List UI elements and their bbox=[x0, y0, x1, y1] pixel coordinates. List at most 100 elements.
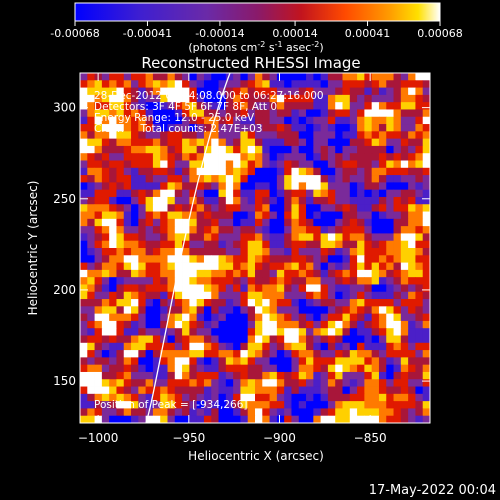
heatmap-cell bbox=[116, 350, 125, 358]
heatmap-cell bbox=[291, 328, 300, 336]
heatmap-cell bbox=[378, 313, 387, 322]
heatmap-cell bbox=[87, 320, 95, 329]
heatmap-cell bbox=[327, 291, 336, 300]
heatmap-cell bbox=[80, 415, 88, 423]
heatmap-cell bbox=[145, 269, 154, 278]
heatmap-cell bbox=[400, 371, 409, 380]
heatmap-cell bbox=[357, 328, 365, 336]
heatmap-cell bbox=[313, 269, 322, 278]
heatmap-cell bbox=[262, 153, 270, 161]
heatmap-cell bbox=[116, 131, 125, 140]
heatmap-cell bbox=[378, 160, 387, 169]
heatmap-cell bbox=[327, 393, 336, 402]
heatmap-cell bbox=[182, 408, 190, 417]
heatmap-cell bbox=[233, 87, 241, 96]
heatmap-cell bbox=[422, 167, 430, 176]
heatmap-cell bbox=[255, 138, 263, 147]
heatmap-cell bbox=[94, 350, 103, 358]
heatmap-cell bbox=[415, 131, 424, 140]
heatmap-cell bbox=[393, 328, 402, 336]
heatmap-cell bbox=[87, 153, 95, 161]
heatmap-cell bbox=[247, 408, 256, 417]
heatmap-cell bbox=[269, 196, 278, 205]
heatmap-cell bbox=[262, 284, 270, 293]
heatmap-cell bbox=[109, 386, 117, 395]
heatmap-cell bbox=[327, 109, 336, 118]
heatmap-cell bbox=[284, 226, 292, 234]
heatmap-cell bbox=[393, 189, 402, 198]
heatmap-cell bbox=[408, 73, 416, 81]
heatmap-cell bbox=[174, 386, 183, 395]
heatmap-cell bbox=[182, 357, 190, 366]
heatmap-cell bbox=[247, 335, 256, 344]
heatmap-cell bbox=[174, 291, 183, 300]
heatmap-cell bbox=[225, 124, 234, 132]
heatmap-cell bbox=[218, 109, 227, 118]
heatmap-cell bbox=[87, 80, 95, 88]
heatmap-cell bbox=[240, 87, 249, 96]
heatmap-cell bbox=[313, 175, 322, 183]
heatmap-cell bbox=[371, 189, 380, 198]
heatmap-cell bbox=[364, 153, 373, 161]
heatmap-cell bbox=[138, 342, 147, 351]
heatmap-cell bbox=[131, 393, 139, 402]
heatmap-cell bbox=[109, 364, 117, 373]
heatmap-cell bbox=[342, 364, 351, 373]
heatmap-cell bbox=[218, 371, 227, 380]
heatmap-cell bbox=[415, 175, 424, 183]
heatmap-cell bbox=[327, 73, 336, 81]
heatmap-cell bbox=[378, 415, 387, 423]
heatmap-cell bbox=[262, 102, 270, 110]
heatmap-cell bbox=[218, 87, 227, 96]
heatmap-cell bbox=[393, 371, 402, 380]
heatmap-cell bbox=[240, 124, 249, 132]
heatmap-cell bbox=[189, 408, 198, 417]
heatmap-cell bbox=[247, 277, 256, 285]
heatmap-cell bbox=[203, 80, 212, 88]
heatmap-cell bbox=[269, 269, 278, 278]
heatmap-cell bbox=[284, 269, 292, 278]
heatmap-cell bbox=[218, 386, 227, 395]
heatmap-cell bbox=[400, 277, 409, 285]
heatmap-cell bbox=[160, 415, 168, 423]
heatmap-cell bbox=[371, 218, 380, 227]
heatmap-cell bbox=[196, 94, 205, 103]
heatmap-cell bbox=[152, 226, 161, 234]
heatmap-cell bbox=[131, 153, 139, 161]
heatmap-cell bbox=[364, 240, 373, 249]
heatmap-cell bbox=[327, 182, 336, 191]
heatmap-cell bbox=[211, 320, 219, 329]
heatmap-cell bbox=[174, 153, 183, 161]
heatmap-cell bbox=[378, 109, 387, 118]
heatmap-cell bbox=[255, 153, 263, 161]
heatmap-cell bbox=[131, 306, 139, 315]
heatmap-cell bbox=[240, 145, 249, 154]
heatmap-cell bbox=[94, 204, 103, 212]
heatmap-cell bbox=[240, 211, 249, 220]
heatmap-cell bbox=[196, 350, 205, 358]
heatmap-cell bbox=[182, 371, 190, 380]
heatmap-cell bbox=[393, 116, 402, 125]
heatmap-cell bbox=[262, 87, 270, 96]
heatmap-cell bbox=[160, 124, 168, 132]
heatmap-cell bbox=[335, 240, 343, 249]
heatmap-cell bbox=[408, 401, 416, 409]
heatmap-cell bbox=[284, 240, 292, 249]
heatmap-cell bbox=[203, 408, 212, 417]
heatmap-cell bbox=[378, 240, 387, 249]
heatmap-cell bbox=[174, 87, 183, 96]
heatmap-cell bbox=[87, 306, 95, 315]
heatmap-cell bbox=[284, 342, 292, 351]
heatmap-cell bbox=[386, 131, 394, 140]
heatmap-cell bbox=[357, 80, 365, 88]
heatmap-cell bbox=[335, 218, 343, 227]
heatmap-cell bbox=[386, 255, 394, 263]
heatmap-cell bbox=[342, 131, 351, 140]
heatmap-cell bbox=[87, 269, 95, 278]
heatmap-cell bbox=[145, 328, 154, 336]
heatmap-cell bbox=[357, 240, 365, 249]
heatmap-cell bbox=[378, 306, 387, 315]
heatmap-cell bbox=[247, 401, 256, 409]
heatmap-cell bbox=[255, 306, 263, 315]
heatmap-cell bbox=[182, 415, 190, 423]
